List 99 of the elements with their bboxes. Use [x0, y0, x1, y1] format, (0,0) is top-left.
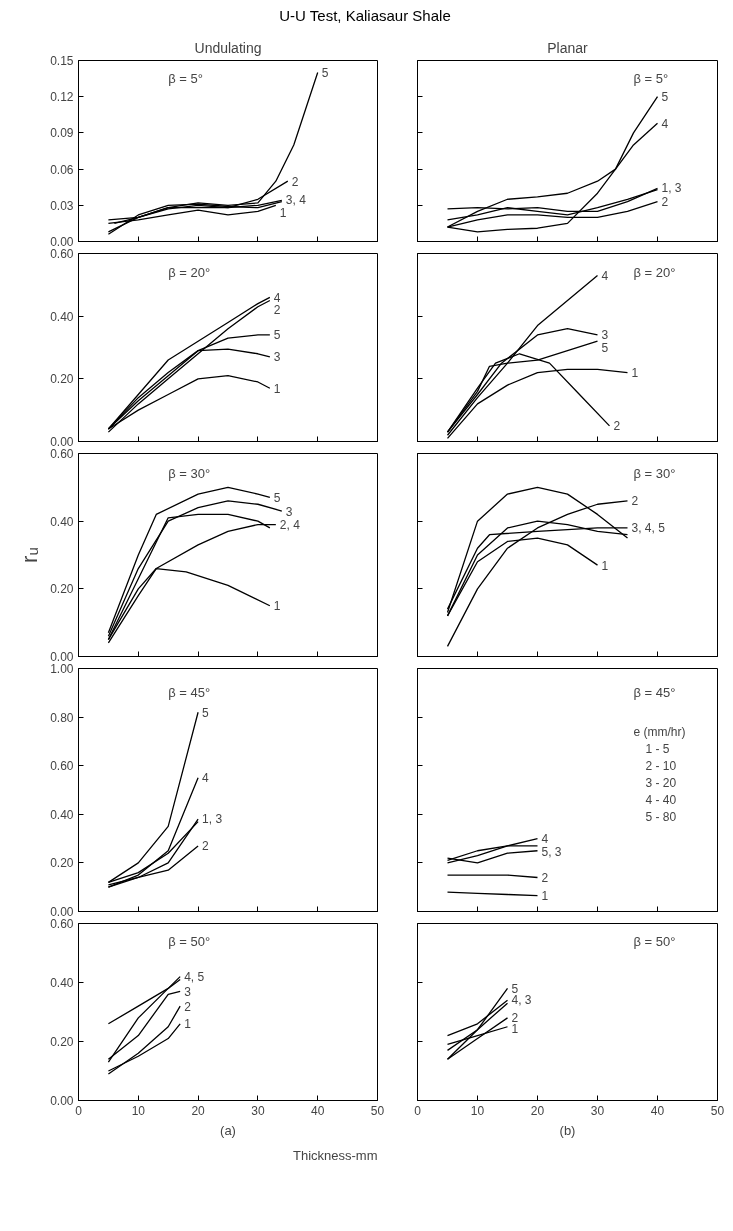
annotation: 4 [202, 771, 210, 786]
annotation: β = 45° [168, 685, 211, 701]
y-tick-label: 0.40 [50, 309, 74, 324]
y-tick-label: 0.03 [50, 198, 74, 213]
annotation: 2 [613, 419, 621, 434]
annotation: β = 5° [168, 71, 203, 87]
annotation: 5 [601, 341, 609, 356]
y-tick-label: 0.80 [50, 710, 74, 725]
y-tick-label: 0.00 [50, 1094, 74, 1108]
chart-title: U-U Test, Kaliasaur Shale [279, 6, 451, 26]
y-tick-label: 0.06 [50, 162, 74, 177]
x-tick-label: 50 [710, 1103, 725, 1118]
annotation: 2 [631, 494, 639, 509]
chart-subtitle: Undulating [194, 39, 262, 56]
y-tick-label: 0.00 [50, 235, 74, 249]
annotation: 4 - 40 [645, 792, 677, 807]
annotation: 3 [601, 328, 609, 343]
annotation: 4, 5 [184, 969, 205, 984]
annotation: 1 [273, 381, 281, 396]
annotation: 2 [661, 195, 669, 210]
annotation: 2 [202, 839, 210, 854]
annotation: 1 [279, 206, 287, 221]
annotation: 4 [601, 268, 609, 283]
annotation: 2 [273, 303, 281, 318]
x-tick-label: 50 [370, 1103, 385, 1118]
annotation: 5 [273, 490, 281, 505]
annotation: 5, 3 [541, 844, 562, 859]
annotation: 2 [184, 999, 192, 1014]
y-tick-label: 0.09 [50, 126, 74, 141]
y-tick-label: 1.00 [50, 662, 74, 676]
x-tick-label: 10 [131, 1103, 146, 1118]
annotation: 1 - 5 [645, 741, 670, 756]
y-tick-label: 0.00 [50, 650, 74, 664]
annotation: 3 [273, 350, 281, 365]
annotation: 5 [661, 90, 669, 105]
annotation: β = 50° [633, 933, 676, 949]
legend-title: e (mm/hr) [633, 724, 686, 739]
annotation: β = 20° [633, 264, 676, 280]
text: Thickness-mm [292, 1147, 378, 1163]
y-tick-label: 0.60 [50, 759, 74, 774]
annotation: 5 [273, 328, 281, 343]
annotation: 5 - 80 [645, 809, 677, 824]
y-tick-label: 0.00 [50, 905, 74, 919]
x-tick-label: 40 [311, 1103, 325, 1118]
annotation: 5 [321, 66, 329, 81]
annotation: 4 [661, 116, 669, 131]
annotation: 2, 4 [279, 518, 301, 533]
y-tick-label: 0.60 [50, 247, 74, 261]
annotation: 2 [291, 174, 299, 189]
y-tick-label: 0.60 [50, 447, 74, 461]
annotation: 1, 3 [661, 181, 682, 196]
annotation: 3 [184, 984, 192, 999]
y-tick-label: 0.20 [50, 1035, 74, 1049]
annotation: β = 50° [168, 933, 211, 949]
annotation: 3, 4 [285, 193, 307, 208]
annotation: β = 30° [168, 466, 211, 482]
x-axis-title: (a) [220, 1122, 236, 1138]
annotation: 2 - 10 [645, 758, 677, 773]
y-tick-label: 0.12 [50, 90, 74, 105]
annotation: 2 [541, 870, 549, 885]
annotation: 1, 3 [202, 812, 223, 827]
annotation: 1 [631, 366, 639, 381]
annotation: 3, 4, 5 [631, 520, 666, 535]
annotation: 4 [273, 290, 281, 305]
annotation: 1 [541, 889, 549, 904]
y-tick-label: 0.20 [50, 372, 74, 387]
annotation: 5 [511, 981, 519, 996]
chart-subtitle: Planar [547, 39, 589, 56]
x-tick-label: 20 [191, 1103, 206, 1118]
y-tick-label: 0.40 [50, 807, 74, 822]
annotation: β = 20° [168, 264, 211, 280]
x-tick-label: 20 [530, 1103, 545, 1118]
annotation: 1 [511, 1021, 519, 1036]
x-tick-label: 10 [470, 1103, 485, 1118]
y-tick-label: 0.60 [50, 917, 74, 931]
y-tick-label: 0.00 [50, 435, 74, 449]
annotation: 4, 3 [511, 993, 532, 1008]
x-tick-label: 40 [650, 1103, 665, 1118]
y-tick-label: 0.20 [50, 582, 74, 597]
x-tick-label: 0 [414, 1103, 422, 1118]
x-tick-label: 30 [590, 1103, 605, 1118]
annotation: 1 [273, 599, 281, 614]
x-tick-label: 0 [75, 1103, 83, 1118]
annotation: β = 30° [633, 466, 676, 482]
y-tick-label: 0.40 [50, 514, 74, 529]
annotation: 3 [285, 504, 293, 519]
annotation: 5 [202, 705, 210, 720]
x-tick-label: 30 [251, 1103, 265, 1118]
y-tick-label: 0.40 [50, 976, 74, 990]
y-tick-label: 0.15 [50, 54, 74, 68]
annotation: β = 45° [633, 685, 676, 701]
annotation: 4 [541, 832, 549, 847]
annotation: 1 [601, 558, 609, 573]
x-axis-title: (b) [559, 1122, 576, 1138]
y-axis-title: rᵤ [17, 547, 43, 563]
y-tick-label: 0.20 [50, 856, 74, 871]
annotation: β = 5° [633, 71, 669, 87]
annotation: 3 - 20 [645, 775, 677, 790]
annotation: 1 [184, 1017, 192, 1032]
